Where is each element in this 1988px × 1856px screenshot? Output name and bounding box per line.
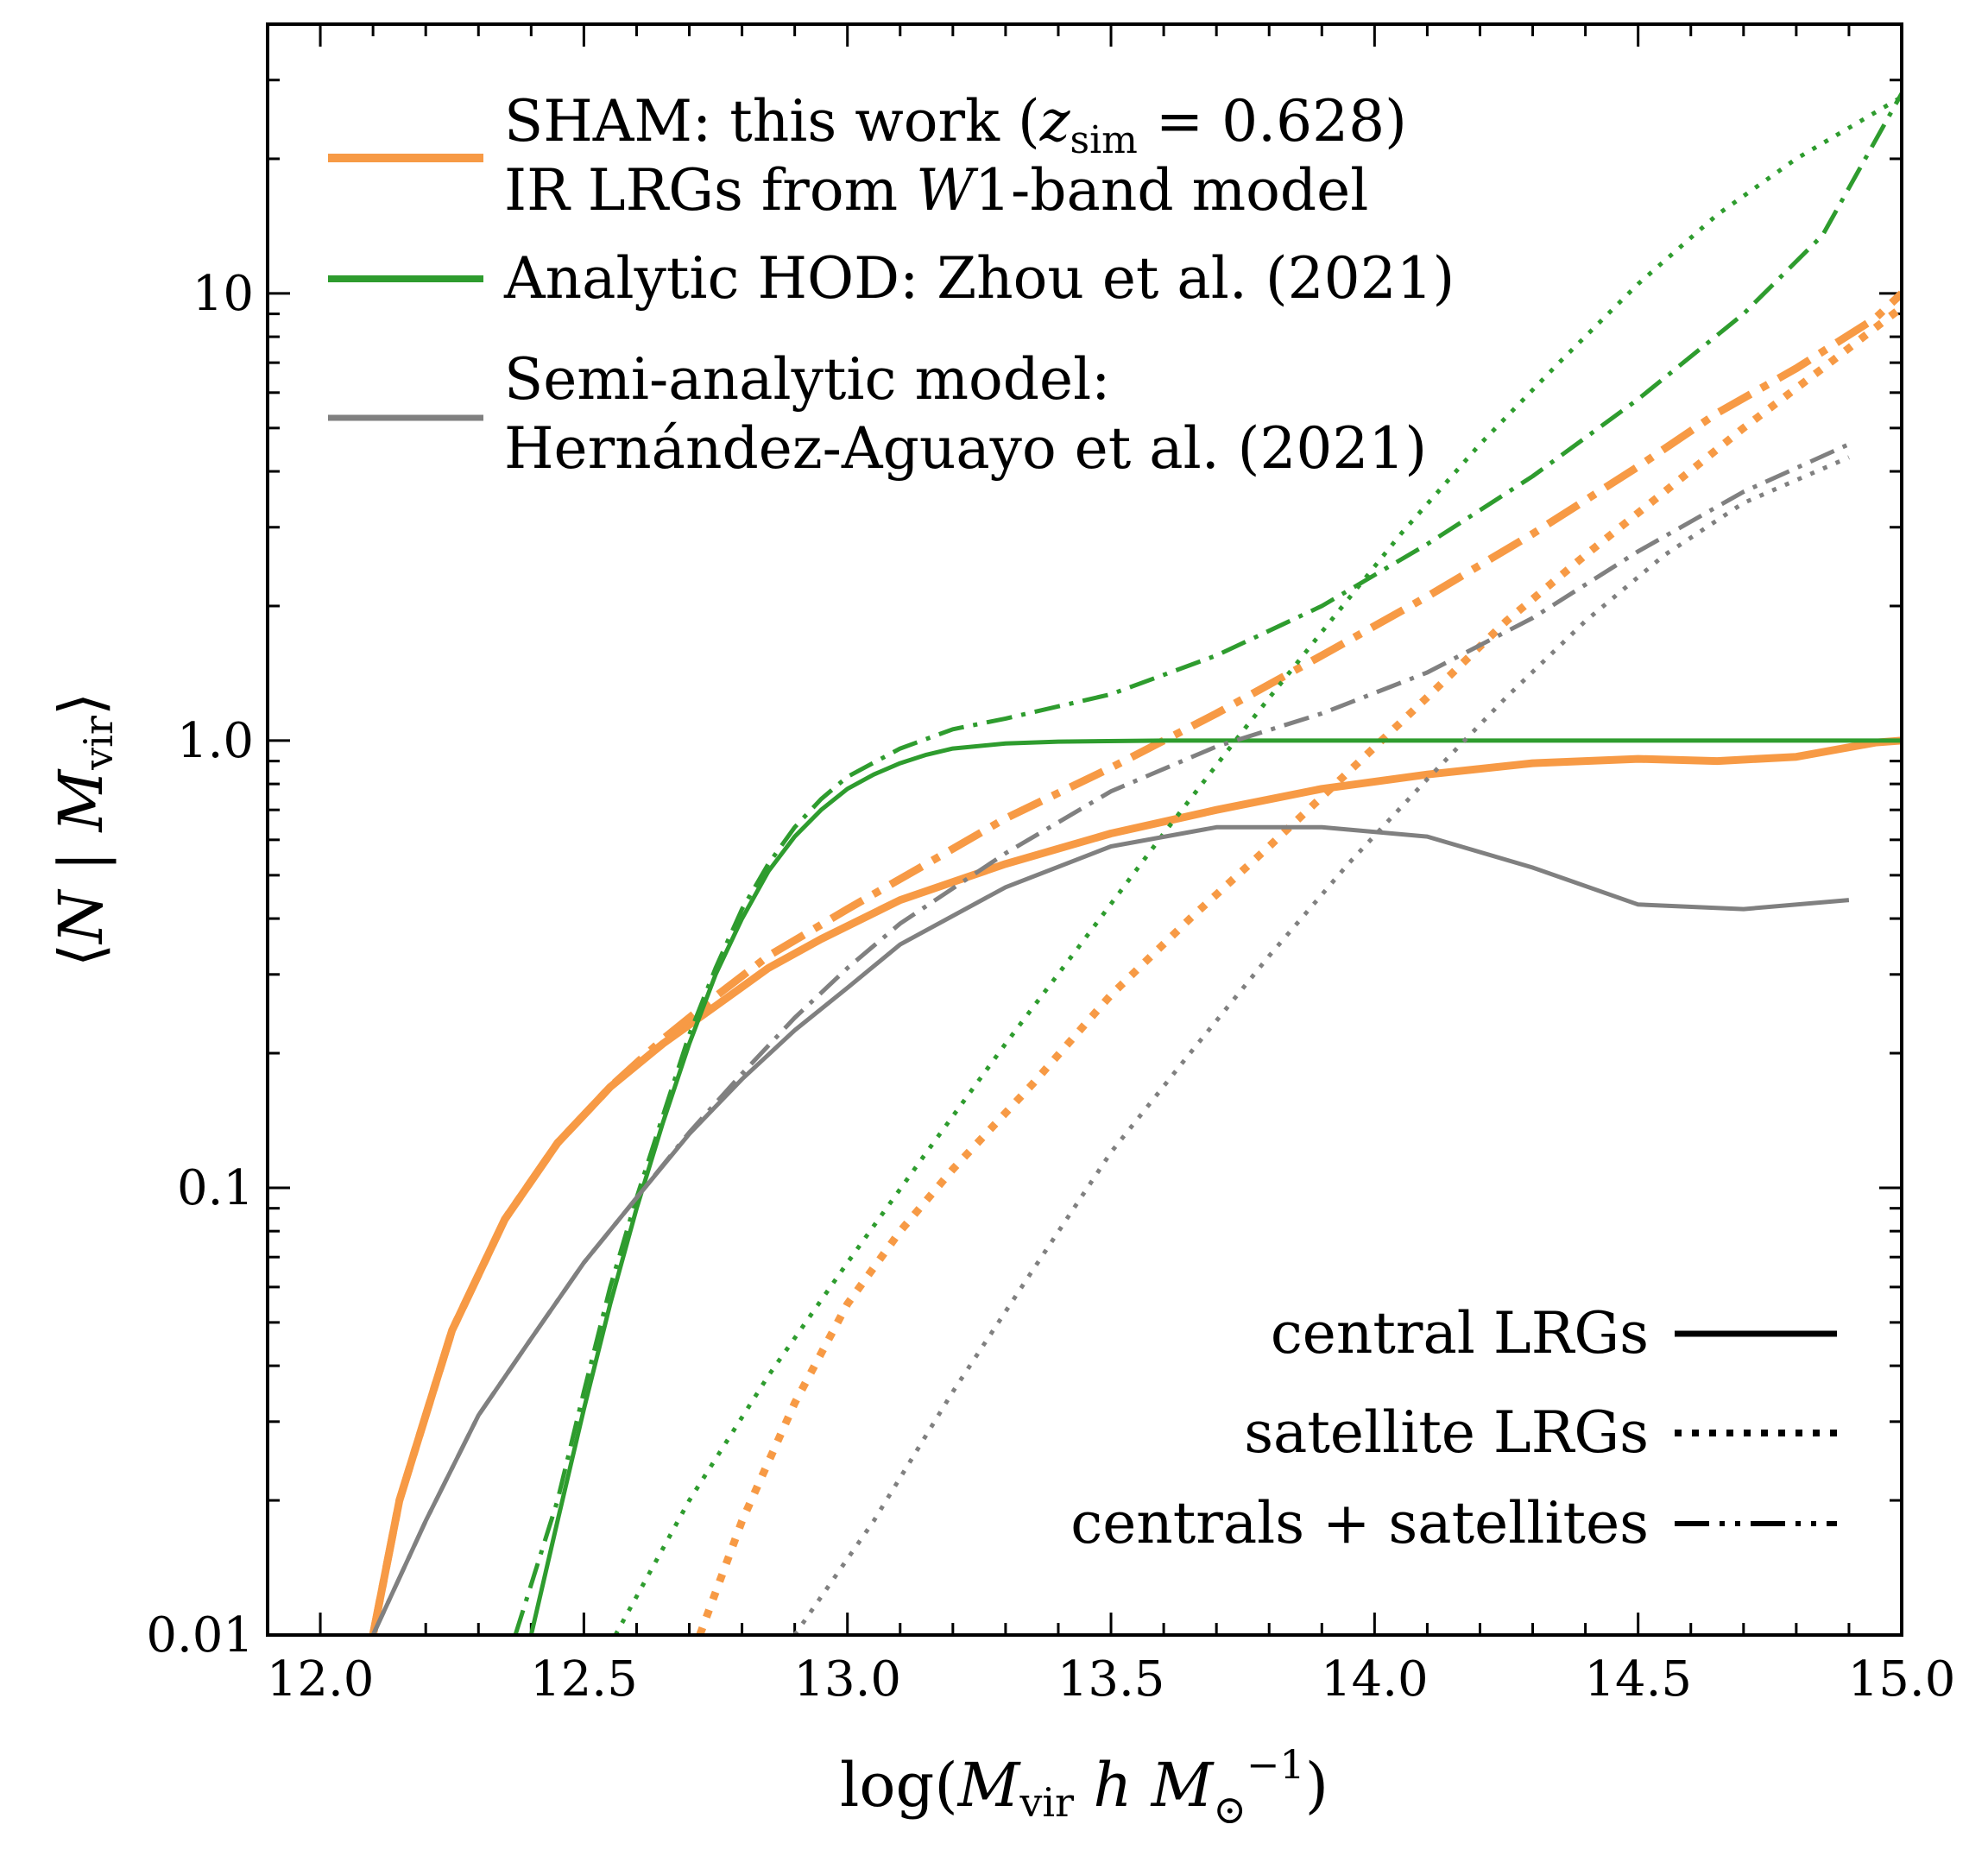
legend-sam-line2: Hernández-Aguayo et al. (2021) [504, 415, 1427, 482]
x-tick-label: 12.0 [267, 1651, 375, 1708]
y-tick-label: 1.0 [177, 713, 254, 769]
series-zhou-dashdot [513, 92, 1902, 1635]
legend-style-combined-label: centrals + satellites [1070, 1490, 1649, 1556]
series-sam-dashdot [370, 442, 1850, 1635]
x-tick-label: 14.5 [1584, 1651, 1692, 1708]
series-sham-dotted [696, 304, 1902, 1635]
series-layer [369, 92, 1902, 1635]
y-tick-label: 0.01 [146, 1607, 254, 1663]
model-legend: SHAM: this work (zsim = 0.628) IR LRGs f… [328, 88, 1455, 482]
plot-frame [266, 22, 1903, 1637]
y-tick-label: 0.1 [177, 1160, 254, 1216]
y-tick-labels: 0.01 0.1 1.0 10 [146, 266, 254, 1663]
legend-sam-line1: Semi-analytic model: [504, 346, 1110, 413]
x-tick-label: 15.0 [1848, 1651, 1956, 1708]
legend-style-satellite-label: satellite LRGs [1244, 1399, 1649, 1466]
series-sham-dashdot [369, 290, 1902, 1635]
x-axis-label: log(Mvir h M⊙−1) [840, 1741, 1328, 1833]
x-tick-label: 14.0 [1321, 1651, 1429, 1708]
series-zhou-solid [528, 738, 1902, 1635]
x-tick-label: 12.5 [530, 1651, 638, 1708]
y-axis-label: ⟨N | Mvir⟩ [46, 692, 122, 967]
legend-sham-line2: IR LRGs from W1-band model [504, 157, 1368, 224]
x-tick-label: 13.5 [1057, 1651, 1165, 1708]
x-tick-label: 13.0 [793, 1651, 901, 1708]
x-tick-labels: 12.0 12.5 13.0 13.5 14.0 14.5 15.0 [267, 1651, 1956, 1708]
line-style-legend: central LRGs satellite LRGs centrals + s… [1070, 1300, 1837, 1556]
legend-sham-line1: SHAM: this work (zsim = 0.628) [504, 88, 1407, 162]
legend-zhou-label: Analytic HOD: Zhou et al. (2021) [503, 245, 1455, 312]
legend-style-central-label: central LRGs [1271, 1300, 1649, 1367]
y-tick-label: 10 [192, 266, 254, 322]
